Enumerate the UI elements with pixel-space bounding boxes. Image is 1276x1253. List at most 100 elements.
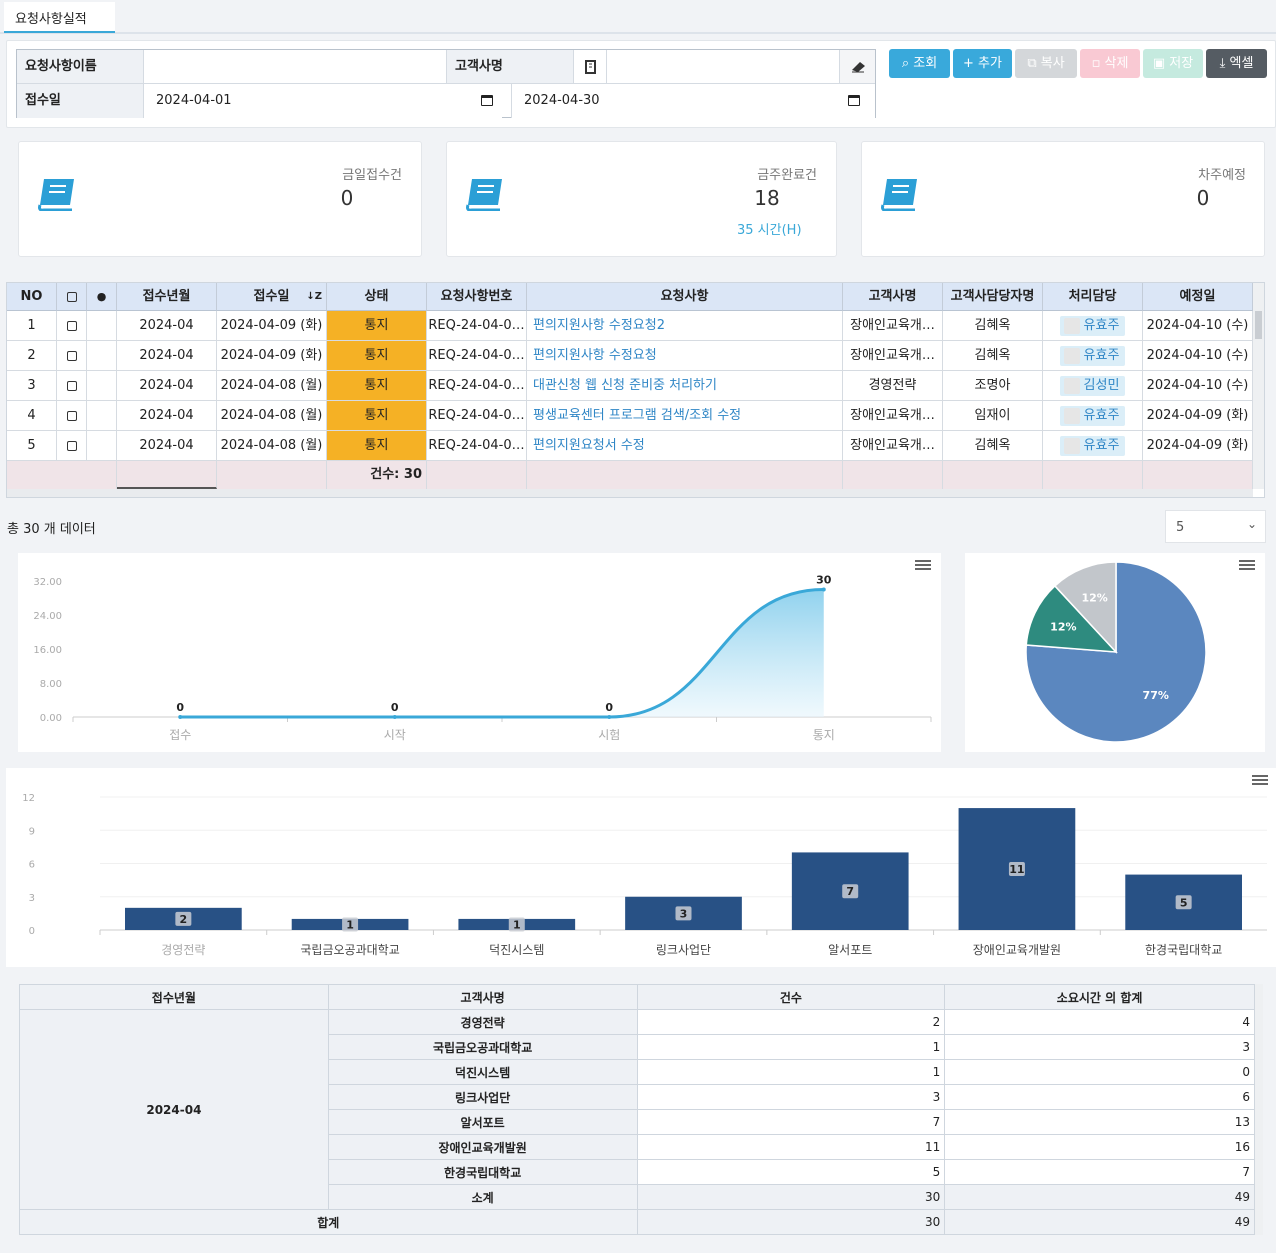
customer-cell: 장애인교육개발원 — [327, 1134, 638, 1160]
book-icon — [466, 179, 502, 211]
copy-icon: ⧉ — [1027, 56, 1041, 71]
cell-checkbox[interactable] — [57, 431, 87, 461]
area-line — [180, 588, 824, 719]
cell-checkbox[interactable] — [57, 371, 87, 401]
week-completed-card: 금주완료건 18 35 시간(H) — [446, 141, 837, 257]
request-grid: NO ● 접수년월 접수일 ↓Z 상태 요청사항번호 요청사항 고객사명 고객사담… — [6, 282, 1265, 498]
cell-checkbox[interactable] — [57, 341, 87, 371]
tab-request-performance[interactable]: 요청사항실적 — [4, 2, 115, 33]
cell-customer-contact: 김혜옥 — [943, 431, 1043, 461]
col-received-month[interactable]: 접수년월 — [117, 283, 217, 311]
data-label-bg — [508, 917, 525, 932]
col-assignee[interactable]: 처리담당 — [1043, 283, 1143, 311]
cell-assignee: 유효주 — [1043, 401, 1143, 431]
data-point — [607, 715, 612, 719]
col-no[interactable]: NO — [7, 283, 57, 311]
col-request-no[interactable]: 요청사항번호 — [427, 283, 527, 311]
hours-cell: 0 — [944, 1059, 1255, 1085]
menu-icon[interactable] — [915, 560, 931, 570]
footer-cell — [427, 461, 527, 489]
col-customer-contact[interactable]: 고객사담당자명 — [943, 283, 1043, 311]
cell-request-link[interactable]: 대관신청 웹 신청 준비중 처리하기 — [527, 371, 843, 401]
copy-button[interactable]: ⧉ 복사 — [1015, 49, 1077, 78]
col-status[interactable]: 상태 — [327, 283, 427, 311]
x-tick-label: 경영전략 — [161, 943, 205, 957]
cell-checkbox[interactable] — [57, 311, 87, 341]
cell-comment — [87, 341, 117, 371]
chevron-down-icon: ⌄ — [1246, 517, 1257, 531]
assignee-chip[interactable]: 유효주 — [1059, 316, 1126, 336]
cell-comment — [87, 401, 117, 431]
pie-chart-svg: 77% 12% 12% — [1025, 561, 1207, 743]
y-tick-label: 0.00 — [40, 713, 62, 724]
col-due-date[interactable]: 예정일 — [1143, 283, 1253, 311]
col-comment: ● — [87, 283, 117, 311]
data-label-bg — [842, 884, 859, 899]
customer-label: 고객사명 — [446, 50, 574, 84]
building-icon[interactable] — [574, 50, 607, 84]
x-tick-label: 시험 — [598, 728, 620, 742]
cell-due-date: 2024-04-09 (화) — [1143, 431, 1253, 461]
calendar-icon[interactable] — [481, 95, 493, 106]
sort-icon[interactable]: ↓Z — [306, 291, 322, 302]
delete-button[interactable]: ▫ 삭제 — [1080, 49, 1140, 78]
cell-request-link[interactable]: 평생교육센터 프로그램 검색/조회 수정 — [527, 401, 843, 431]
vertical-scrollbar[interactable] — [1255, 984, 1263, 1235]
row-checkbox[interactable] — [66, 350, 77, 361]
cell-comment — [87, 431, 117, 461]
cell-customer: 장애인교육개… — [843, 431, 943, 461]
assignee-chip[interactable]: 유효주 — [1059, 406, 1126, 426]
download-icon: ⤓ — [1219, 56, 1230, 71]
page-size-select[interactable]: 5 ⌄ — [1165, 510, 1266, 543]
cell-customer-contact: 김혜옥 — [943, 341, 1043, 371]
col-received-date[interactable]: 접수일 ↓Z — [217, 283, 327, 311]
cell-customer: 장애인교육개… — [843, 341, 943, 371]
y-tick-label: 8.00 — [40, 679, 62, 690]
data-point — [821, 587, 826, 592]
cell-request-link[interactable]: 편의지원사항 수정요청 — [527, 341, 843, 371]
data-label-bg — [342, 917, 359, 932]
slice-label: 12% — [1050, 621, 1076, 634]
cell-no: 5 — [7, 431, 57, 461]
col-request[interactable]: 요청사항 — [527, 283, 843, 311]
vertical-scrollbar[interactable] — [1253, 283, 1264, 489]
request-name-input[interactable] — [144, 50, 446, 84]
row-checkbox[interactable] — [66, 410, 77, 421]
cell-request-link[interactable]: 편의지원요청서 수정 — [527, 431, 843, 461]
customer-cell: 경영전략 — [327, 1009, 638, 1035]
cell-request-link[interactable]: 편의지원사항 수정요청2 — [527, 311, 843, 341]
search-button[interactable]: ⌕ 조회 — [889, 49, 950, 78]
checkbox-icon[interactable] — [66, 291, 77, 302]
menu-icon[interactable] — [1239, 560, 1255, 570]
y-tick-label: 6 — [29, 860, 35, 871]
horizontal-scrollbar[interactable] — [7, 489, 1253, 497]
date-from-input[interactable]: 2024-04-01 — [144, 84, 502, 118]
assignee-chip[interactable]: 유효주 — [1059, 346, 1126, 366]
save-button[interactable]: ▣ 저장 — [1143, 49, 1203, 78]
data-label-bg — [1008, 862, 1025, 877]
footer-cell — [1143, 461, 1253, 489]
x-tick-label: 한경국립대학교 — [1145, 943, 1222, 957]
excel-button[interactable]: ⤓ 엑셀 — [1206, 49, 1267, 78]
hours-cell: 13 — [944, 1109, 1255, 1135]
cell-comment — [87, 311, 117, 341]
menu-icon[interactable] — [1252, 775, 1268, 785]
data-label-bg — [175, 911, 192, 926]
col-checkbox[interactable] — [57, 283, 87, 311]
col-customer[interactable]: 고객사명 — [843, 283, 943, 311]
row-checkbox[interactable] — [66, 380, 77, 391]
footer-cell — [527, 461, 843, 489]
eraser-icon[interactable] — [839, 50, 875, 84]
data-label: 3 — [680, 907, 688, 920]
assignee-chip[interactable]: 김성민 — [1059, 376, 1126, 396]
add-button[interactable]: + 추가 — [953, 49, 1012, 78]
cell-checkbox[interactable] — [57, 401, 87, 431]
calendar-icon[interactable] — [848, 95, 860, 106]
row-checkbox[interactable] — [66, 440, 77, 451]
cell-status: 통지 — [327, 401, 427, 431]
row-checkbox[interactable] — [66, 320, 77, 331]
assignee-chip[interactable]: 유효주 — [1059, 436, 1126, 456]
customer-input[interactable] — [607, 50, 839, 84]
y-tick-label: 16.00 — [33, 645, 62, 656]
date-to-input[interactable]: 2024-04-30 — [511, 84, 875, 118]
